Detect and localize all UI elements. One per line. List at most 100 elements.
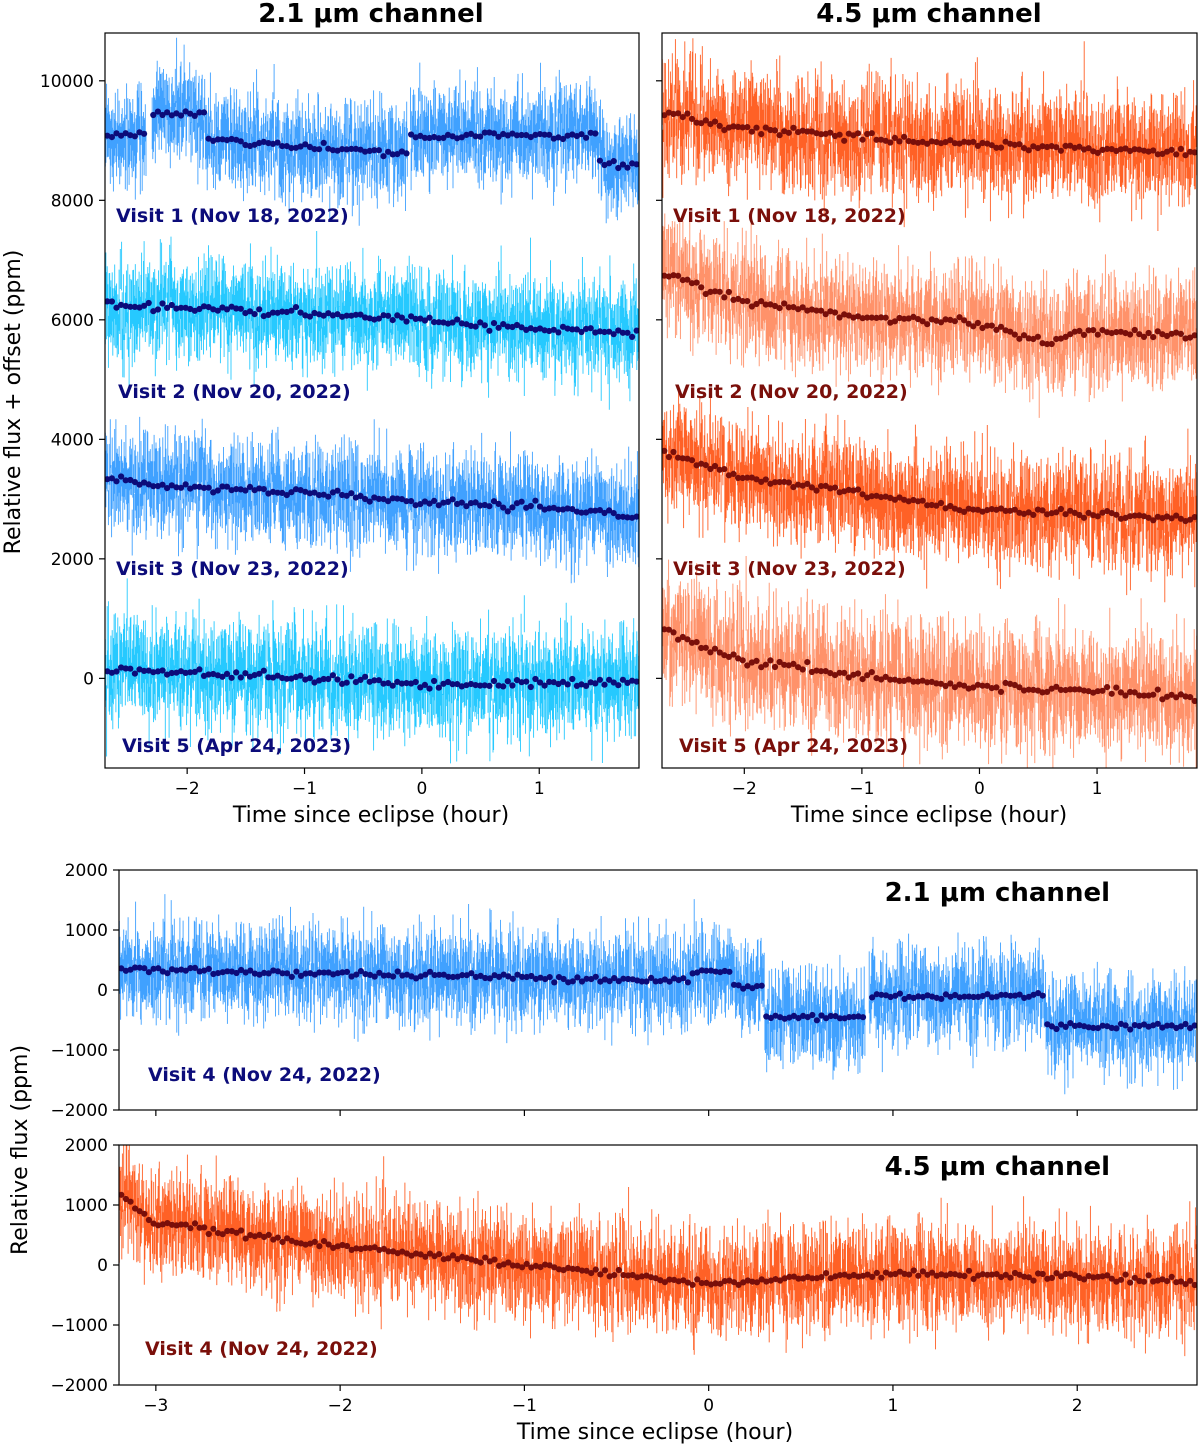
binned-point bbox=[380, 1245, 387, 1252]
binned-point bbox=[891, 134, 899, 141]
binned-point bbox=[606, 160, 613, 167]
binned-point bbox=[159, 300, 166, 307]
binned-point bbox=[887, 993, 894, 1001]
binned-point bbox=[495, 500, 502, 507]
binned-point bbox=[1145, 692, 1152, 699]
binned-point bbox=[1025, 1274, 1032, 1281]
binned-point bbox=[1154, 686, 1161, 693]
binned-point bbox=[896, 677, 903, 685]
binned-point bbox=[610, 331, 617, 338]
binned-point bbox=[1136, 146, 1143, 153]
binned-point bbox=[519, 973, 526, 981]
binned-point bbox=[970, 684, 977, 691]
binned-point bbox=[1016, 335, 1023, 342]
binned-point bbox=[790, 304, 797, 311]
binned-point bbox=[265, 140, 272, 147]
binned-point bbox=[633, 161, 639, 168]
binned-point bbox=[334, 311, 341, 318]
binned-point bbox=[702, 117, 709, 124]
binned-point bbox=[758, 131, 765, 138]
binned-point bbox=[320, 312, 327, 319]
binned-point bbox=[417, 973, 424, 980]
binned-point bbox=[688, 639, 696, 646]
binned-point bbox=[901, 1270, 908, 1277]
binned-point bbox=[1159, 696, 1166, 703]
binned-point bbox=[1090, 1274, 1097, 1281]
binned-point bbox=[1085, 145, 1092, 152]
binned-point bbox=[454, 1256, 461, 1263]
binned-point bbox=[688, 115, 696, 122]
binned-point bbox=[1020, 687, 1028, 694]
binned-point bbox=[1182, 152, 1189, 159]
binned-point bbox=[688, 280, 696, 287]
binned-point bbox=[352, 311, 359, 318]
binned-point bbox=[1090, 1024, 1097, 1031]
bottom-lower-visit-label-0: Visit 4 (Nov 24, 2022) bbox=[145, 1338, 378, 1360]
binned-point bbox=[320, 675, 327, 683]
binned-point bbox=[1030, 511, 1037, 518]
binned-point bbox=[979, 139, 986, 147]
binned-point bbox=[707, 649, 714, 656]
binned-point bbox=[896, 314, 903, 322]
binned-point bbox=[431, 133, 438, 141]
binned-point bbox=[615, 978, 622, 985]
binned-point bbox=[878, 991, 885, 998]
binned-point bbox=[1085, 509, 1092, 516]
binned-point bbox=[1187, 148, 1194, 155]
binned-point bbox=[965, 139, 972, 146]
binned-point bbox=[684, 1279, 692, 1286]
binned-point bbox=[1080, 687, 1088, 694]
binned-point bbox=[974, 681, 982, 688]
binned-point bbox=[689, 970, 696, 977]
binned-point bbox=[712, 968, 719, 975]
binned-point bbox=[698, 644, 705, 652]
binned-point bbox=[887, 1271, 894, 1278]
binned-point bbox=[998, 991, 1005, 998]
binned-point bbox=[555, 329, 562, 336]
binned-point bbox=[859, 315, 866, 322]
binned-point bbox=[1187, 334, 1194, 341]
binned-point bbox=[490, 498, 498, 505]
binned-point bbox=[348, 973, 355, 980]
top-right-series-0-binned bbox=[662, 109, 1197, 159]
bottom-upper-y-tick-label: −1000 bbox=[50, 1041, 108, 1061]
binned-point bbox=[491, 1256, 498, 1263]
binned-point bbox=[1094, 688, 1101, 695]
binned-point bbox=[486, 129, 493, 136]
binned-point bbox=[297, 309, 304, 316]
binned-point bbox=[334, 970, 341, 977]
binned-point bbox=[744, 298, 751, 305]
binned-point bbox=[684, 110, 691, 117]
binned-point bbox=[827, 129, 834, 136]
binned-point bbox=[753, 1279, 761, 1286]
binned-point bbox=[652, 978, 659, 985]
binned-point bbox=[357, 311, 364, 318]
binned-point bbox=[795, 664, 802, 671]
binned-point bbox=[362, 1244, 369, 1252]
binned-point bbox=[449, 1252, 457, 1259]
binned-point bbox=[105, 298, 111, 305]
binned-point bbox=[145, 969, 152, 976]
binned-point bbox=[444, 678, 452, 686]
binned-point bbox=[394, 312, 401, 319]
binned-point bbox=[942, 991, 950, 998]
binned-point bbox=[353, 1245, 360, 1252]
binned-point bbox=[509, 975, 516, 982]
binned-point bbox=[555, 506, 562, 513]
binned-point bbox=[292, 486, 300, 493]
binned-point bbox=[362, 971, 369, 978]
binned-point bbox=[394, 151, 401, 158]
binned-point bbox=[684, 636, 691, 643]
binned-point bbox=[979, 1271, 986, 1278]
binned-point bbox=[624, 164, 631, 171]
binned-point bbox=[1062, 511, 1069, 518]
binned-point bbox=[1173, 1279, 1180, 1286]
binned-point bbox=[1080, 514, 1088, 521]
binned-point bbox=[905, 498, 912, 505]
binned-point bbox=[251, 311, 258, 318]
binned-point bbox=[119, 1191, 125, 1198]
binned-point bbox=[762, 661, 769, 668]
binned-point bbox=[1025, 147, 1032, 154]
binned-point bbox=[417, 1251, 424, 1258]
binned-point bbox=[578, 509, 585, 516]
